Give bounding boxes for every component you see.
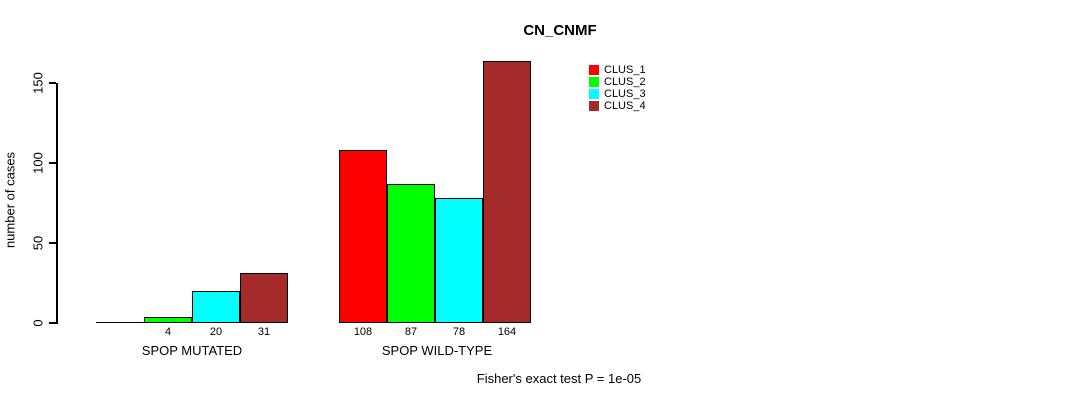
chart-title: CN_CNMF xyxy=(523,22,597,39)
y-axis-label: number of cases xyxy=(2,151,18,249)
bar-value-label-CLUS_3-spop-wild-type: 78 xyxy=(452,326,466,338)
bar-value-label-CLUS_4-spop-mutated: 31 xyxy=(257,326,271,338)
y-tick-label-100: 100 xyxy=(30,152,46,174)
bar-value-label-CLUS_1-spop-wild-type: 108 xyxy=(353,326,373,338)
y-tick-label-50: 50 xyxy=(30,235,46,251)
bar-value-label-CLUS_3-spop-mutated: 20 xyxy=(209,326,223,338)
bar-value-label-CLUS_2-spop-wild-type: 87 xyxy=(404,326,418,338)
legend-item-CLUS_2: CLUS_2 xyxy=(589,76,646,88)
legend: CLUS_1 CLUS_2 CLUS_3 CLUS_4 xyxy=(589,64,646,112)
bar-value-label-CLUS_4-spop-wild-type: 164 xyxy=(497,326,517,338)
legend-item-CLUS_1: CLUS_1 xyxy=(589,64,646,76)
y-tick-100 xyxy=(49,162,56,164)
bar-CLUS_3-spop-mutated xyxy=(192,291,240,323)
bar-CLUS_3-spop-wild-type xyxy=(435,198,483,323)
legend-item-CLUS_4: CLUS_4 xyxy=(589,100,646,112)
bar-CLUS_4-spop-wild-type xyxy=(483,61,531,323)
fisher-test-annotation: Fisher's exact test P = 1e-05 xyxy=(476,371,642,386)
y-axis-line xyxy=(56,83,58,324)
legend-swatch-CLUS_4 xyxy=(589,101,599,111)
y-tick-label-150: 150 xyxy=(30,72,46,94)
legend-swatch-CLUS_1 xyxy=(589,65,599,75)
bar-CLUS_2-spop-mutated xyxy=(144,317,192,323)
bar-CLUS_1-spop-mutated xyxy=(96,322,144,323)
y-tick-label-0: 0 xyxy=(30,319,46,327)
bar-CLUS_2-spop-wild-type xyxy=(387,184,435,323)
bar-value-label-CLUS_2-spop-mutated: 4 xyxy=(164,326,172,338)
y-tick-50 xyxy=(49,242,56,244)
y-tick-150 xyxy=(49,82,56,84)
bar-CLUS_1-spop-wild-type xyxy=(339,150,387,323)
legend-item-CLUS_3: CLUS_3 xyxy=(589,88,646,100)
legend-swatch-CLUS_2 xyxy=(589,77,599,87)
x-group-label-spop-wild-type: SPOP WILD-TYPE xyxy=(381,343,493,358)
bar-CLUS_4-spop-mutated xyxy=(240,273,288,323)
x-group-label-spop-mutated: SPOP MUTATED xyxy=(141,343,243,358)
legend-label-CLUS_4: CLUS_4 xyxy=(604,100,646,112)
legend-swatch-CLUS_3 xyxy=(589,89,599,99)
y-tick-0 xyxy=(49,322,56,324)
legend-label-CLUS_2: CLUS_2 xyxy=(604,76,646,88)
legend-label-CLUS_3: CLUS_3 xyxy=(604,88,646,100)
legend-label-CLUS_1: CLUS_1 xyxy=(604,64,646,76)
